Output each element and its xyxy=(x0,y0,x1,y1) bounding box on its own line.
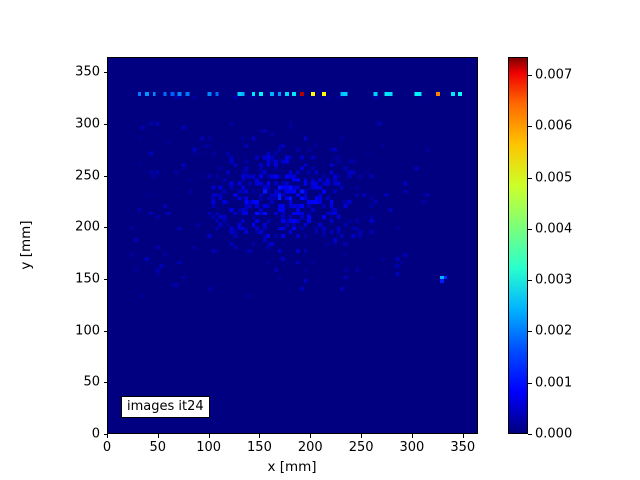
colorbar-tick-label: 0.004 xyxy=(535,221,573,237)
y-tick-label: 50 xyxy=(83,374,100,390)
x-axis-label: x [mm] xyxy=(267,459,317,475)
y-tick-mark xyxy=(103,279,107,281)
y-tick-mark xyxy=(103,72,107,74)
x-tick-mark xyxy=(462,434,464,438)
y-tick-mark xyxy=(103,382,107,384)
x-tick-label: 50 xyxy=(149,440,167,455)
y-tick-label: 0 xyxy=(91,426,100,442)
colorbar[interactable] xyxy=(508,57,528,434)
y-tick-label: 300 xyxy=(75,116,100,132)
y-tick-mark xyxy=(103,330,107,332)
x-tick-label: 350 xyxy=(450,440,476,455)
colorbar-tick-mark xyxy=(528,177,532,179)
x-tick-mark xyxy=(208,434,210,438)
colorbar-tick-mark xyxy=(528,280,532,282)
x-tick-label: 150 xyxy=(247,440,272,455)
heatmap-axes[interactable] xyxy=(107,57,478,434)
x-tick-mark xyxy=(157,434,159,438)
annotation-textbox: images it24 xyxy=(121,396,210,418)
colorbar-tick-label: 0.007 xyxy=(535,67,573,83)
x-tick-mark xyxy=(361,434,363,438)
x-tick-label: 100 xyxy=(196,440,222,455)
colorbar-tick-mark xyxy=(528,331,532,333)
colorbar-tick-mark xyxy=(528,228,532,230)
y-tick-mark xyxy=(103,227,107,229)
y-tick-mark xyxy=(103,175,107,177)
x-tick-mark xyxy=(411,434,413,438)
x-tick-label: 250 xyxy=(348,440,374,455)
colorbar-tick-label: 0.001 xyxy=(535,375,573,391)
colorbar-tick-label: 0.003 xyxy=(535,272,573,288)
colorbar-tick-mark xyxy=(528,382,532,384)
x-tick-label: 300 xyxy=(399,440,425,455)
x-tick-mark xyxy=(310,434,312,438)
x-tick-label: 200 xyxy=(297,440,323,455)
y-tick-mark xyxy=(103,434,107,435)
y-tick-label: 100 xyxy=(75,323,100,339)
y-tick-label: 150 xyxy=(75,271,100,287)
y-axis-label: y [mm] xyxy=(18,220,34,270)
colorbar-tick-label: 0.005 xyxy=(535,170,573,186)
colorbar-tick-label: 0.000 xyxy=(535,426,573,442)
x-tick-mark xyxy=(107,434,108,438)
heatmap-image xyxy=(108,58,477,433)
x-tick-label: 0 xyxy=(102,440,112,455)
y-tick-label: 350 xyxy=(75,64,100,80)
y-tick-mark xyxy=(103,124,107,126)
colorbar-tick-mark xyxy=(528,126,532,128)
colorbar-tick-label: 0.006 xyxy=(535,118,573,134)
x-tick-mark xyxy=(259,434,261,438)
y-tick-label: 250 xyxy=(75,168,100,184)
y-tick-label: 200 xyxy=(75,219,100,235)
colorbar-tick-label: 0.002 xyxy=(535,323,573,339)
colorbar-tick-mark xyxy=(528,74,532,76)
colorbar-tick-mark xyxy=(528,434,532,435)
